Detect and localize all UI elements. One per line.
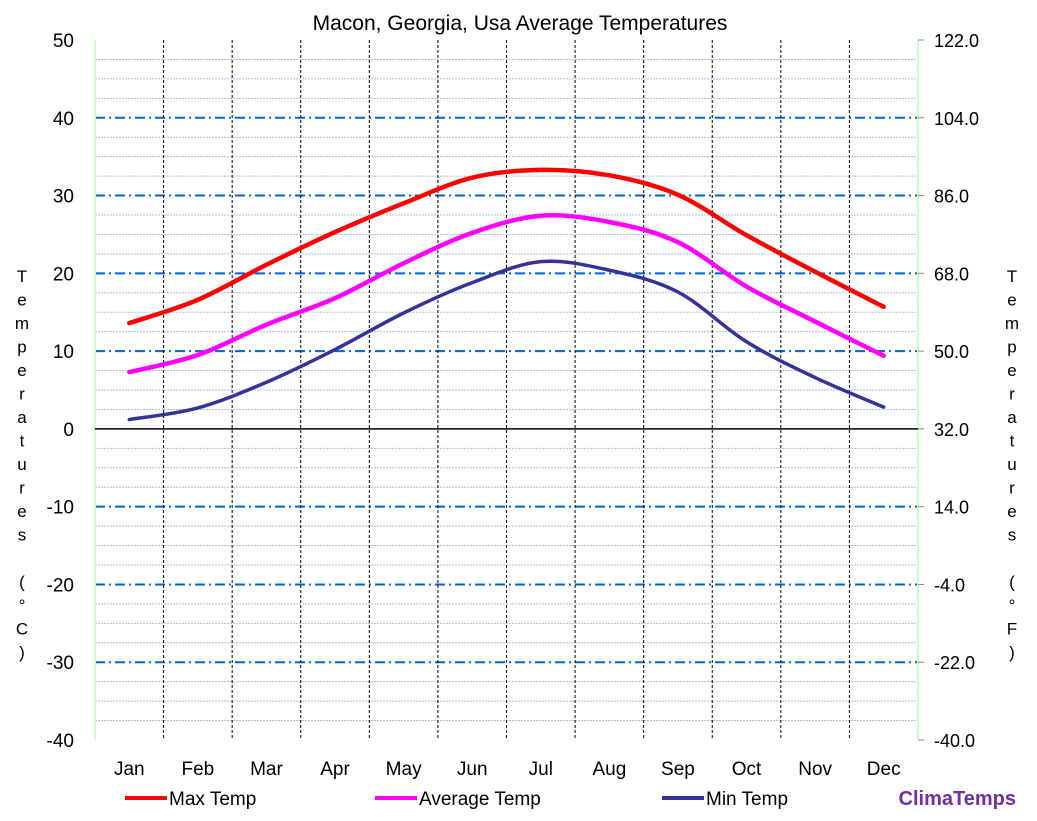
y-tick-label: -30 bbox=[47, 653, 74, 674]
y2-axis-title: t bbox=[1010, 432, 1015, 451]
x-tick-label: Jul bbox=[529, 759, 553, 780]
y-axis-title: a bbox=[17, 408, 27, 427]
y2-axis-title: u bbox=[1007, 455, 1016, 474]
y2-tick-label: 104.0 bbox=[934, 109, 979, 129]
y2-axis-title: e bbox=[1007, 502, 1016, 521]
x-tick-label: Mar bbox=[250, 759, 283, 780]
y2-tick-label: 32.0 bbox=[934, 420, 969, 440]
x-tick-label: May bbox=[386, 759, 422, 780]
y-axis-title: s bbox=[18, 526, 27, 545]
y-axis-title: e bbox=[17, 502, 26, 521]
y-tick-label: 20 bbox=[53, 264, 74, 285]
y2-axis-title: m bbox=[1005, 314, 1019, 333]
y-axis-title: u bbox=[17, 455, 26, 474]
x-tick-label: Nov bbox=[798, 759, 832, 780]
x-tick-label: Dec bbox=[867, 759, 901, 780]
y2-axis-title: r bbox=[1009, 385, 1015, 404]
y2-tick-label: -4.0 bbox=[934, 575, 965, 595]
y2-tick-label: 122.0 bbox=[934, 31, 979, 51]
y-axis-title: ° bbox=[19, 596, 26, 615]
y-axis-title: T bbox=[17, 267, 27, 286]
y-axis-title: e bbox=[17, 361, 26, 380]
y2-axis-title: T bbox=[1007, 267, 1017, 286]
series-line-average-temp bbox=[127, 213, 886, 375]
y2-tick-label: -40.0 bbox=[934, 731, 975, 751]
x-tick-label: Feb bbox=[182, 759, 215, 780]
y2-tick-label: 14.0 bbox=[934, 498, 969, 518]
y2-axis-title: e bbox=[1007, 361, 1016, 380]
y2-tick-label: -22.0 bbox=[934, 653, 975, 673]
x-tick-label: Oct bbox=[732, 759, 762, 780]
y-axis-title: r bbox=[19, 479, 25, 498]
y2-axis-title: a bbox=[1007, 408, 1017, 427]
y-axis-title: t bbox=[20, 432, 25, 451]
y2-axis-title: s bbox=[1008, 526, 1017, 545]
y-axis-title: r bbox=[19, 385, 25, 404]
legend-label: Min Temp bbox=[706, 789, 788, 810]
y-tick-label: 0 bbox=[63, 420, 74, 441]
legend-label: Average Temp bbox=[419, 789, 541, 810]
y-tick-label: -40 bbox=[47, 731, 74, 752]
y2-tick-label: 68.0 bbox=[934, 264, 969, 284]
y2-axis-title: ° bbox=[1009, 596, 1016, 615]
y-tick-label: 10 bbox=[53, 342, 74, 363]
y2-axis-title: ) bbox=[1009, 643, 1015, 662]
y-tick-label: -10 bbox=[47, 498, 74, 519]
series-line-max-temp bbox=[127, 167, 886, 326]
x-tick-label: Jun bbox=[457, 759, 488, 780]
brand-logo: ClimaTemps bbox=[899, 788, 1016, 810]
y2-tick-label: 50.0 bbox=[934, 342, 969, 362]
chart-title: Macon, Georgia, Usa Average Temperatures bbox=[313, 12, 728, 35]
y-axis-title: C bbox=[16, 620, 28, 639]
y-axis-title: e bbox=[17, 291, 26, 310]
y2-axis-title: r bbox=[1009, 479, 1015, 498]
y-axis-title: ) bbox=[19, 643, 25, 662]
y-axis-title: ( bbox=[19, 573, 25, 592]
x-tick-label: Aug bbox=[592, 759, 626, 780]
y2-axis-title: ( bbox=[1009, 573, 1015, 592]
legend-label: Max Temp bbox=[169, 789, 256, 810]
y2-axis-title: p bbox=[1007, 338, 1016, 357]
series-line-min-temp bbox=[127, 259, 886, 422]
y2-axis-title: e bbox=[1007, 291, 1016, 310]
y-tick-label: 40 bbox=[53, 109, 74, 130]
y-axis-title: m bbox=[15, 314, 29, 333]
x-tick-label: Jan bbox=[114, 759, 145, 780]
y-tick-label: -20 bbox=[47, 575, 74, 596]
x-tick-label: Sep bbox=[661, 759, 695, 780]
y2-tick-label: 86.0 bbox=[934, 187, 969, 207]
x-tick-label: Apr bbox=[320, 759, 350, 780]
y-tick-label: 50 bbox=[53, 31, 74, 52]
y-axis-title: p bbox=[17, 338, 26, 357]
y-tick-label: 30 bbox=[53, 187, 74, 208]
y2-axis-title: F bbox=[1007, 620, 1017, 639]
